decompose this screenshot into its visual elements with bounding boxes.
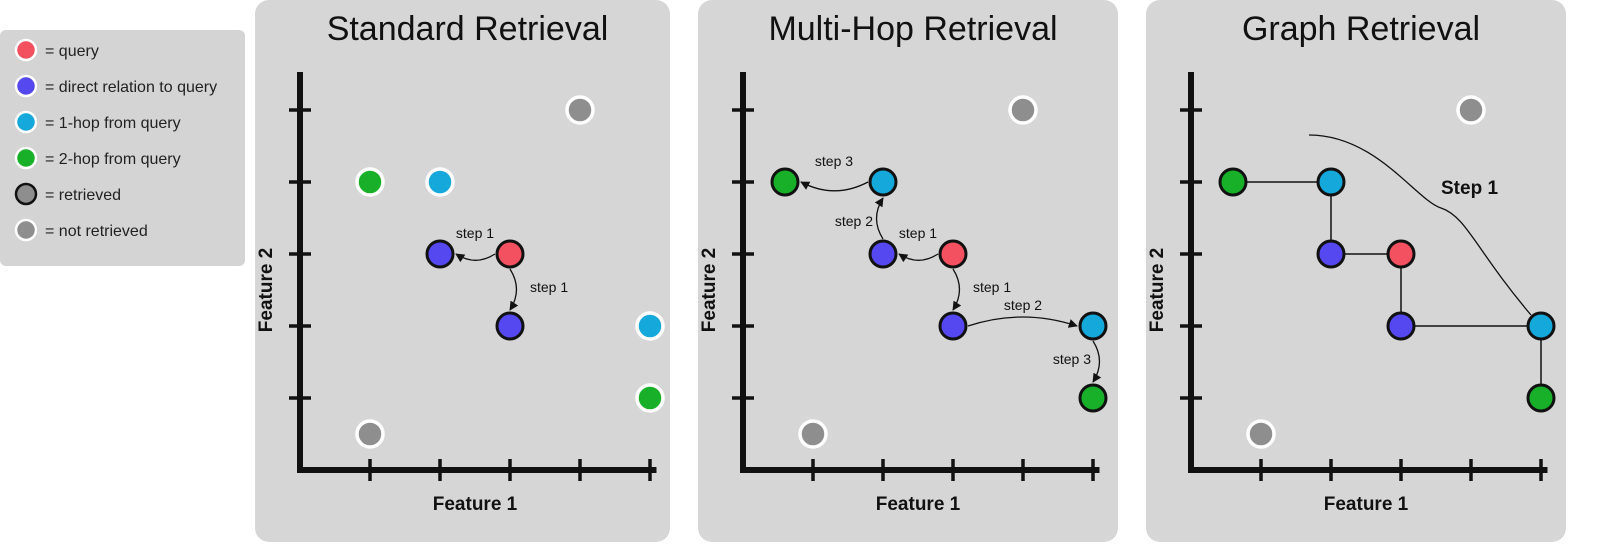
node-direct-3 [1316, 239, 1346, 269]
step-bracket [1308, 134, 1532, 316]
x-axis-label: Feature 1 [876, 494, 961, 515]
node-hop2-7 [1078, 383, 1108, 413]
step-label-3: step 2 [1004, 297, 1042, 313]
step-annotation: Step 1 [1441, 178, 1498, 199]
step-arrow-5 [1092, 340, 1102, 383]
node-hop1-1 [1316, 167, 1346, 197]
step-label-2: step 2 [835, 213, 873, 229]
legend-dot-4 [14, 182, 38, 206]
step-arrow-4 [800, 181, 869, 192]
legend-dot-3 [14, 146, 38, 170]
node-not-retrieved-8 [355, 419, 385, 449]
node-hop2-0 [1218, 167, 1248, 197]
node-hop2-7 [1526, 383, 1556, 413]
node-hop1-6 [635, 311, 665, 341]
step-arrow-2 [874, 197, 884, 240]
step-arrow-1 [952, 268, 962, 311]
node-not-retrieved-2 [1456, 95, 1486, 125]
legend-label-1: = direct relation to query [45, 79, 217, 96]
legend-label-0: = query [45, 43, 99, 60]
legend-dot-2 [14, 110, 38, 134]
node-direct-3 [868, 239, 898, 269]
step-arrow-0 [898, 253, 939, 263]
node-not-retrieved-2 [565, 95, 595, 125]
multi-hop-retrieval-plot: Multi-Hop Retrieval Feature 1 Feature 2 ste… [699, 10, 1108, 515]
y-axis-label: Feature 2 [1147, 248, 1168, 332]
node-hop2-7 [635, 383, 665, 413]
step-label-4: step 3 [815, 153, 853, 169]
node-direct-3 [425, 239, 455, 269]
standard-retrieval-plot: Standard Retrieval Feature 1 Feature 2 step… [256, 10, 665, 515]
legend-dot-5 [14, 218, 38, 242]
node-hop1-6 [1078, 311, 1108, 341]
legend-dot-1 [14, 74, 38, 98]
node-direct-5 [1386, 311, 1416, 341]
node-not-retrieved-8 [1246, 419, 1276, 449]
legend-label-3: = 2-hop from query [45, 151, 181, 168]
node-direct-5 [938, 311, 968, 341]
node-query-4 [495, 239, 525, 269]
step-label-1: step 1 [973, 279, 1011, 295]
panel-title: Standard Retrieval [327, 10, 609, 48]
panel-title: Multi-Hop Retrieval [768, 10, 1057, 48]
step-arrow-0 [455, 253, 496, 263]
step-label-1: step 1 [530, 279, 568, 295]
graph-retrieval-plot: Graph Retrieval Feature 1 Feature 2 Step 1 [1147, 10, 1556, 515]
panel-multi-hop-retrieval: Multi-Hop Retrieval Feature 1 Feature 2 ste… [698, 0, 1118, 542]
step-label-0: step 1 [456, 225, 494, 241]
legend-label-2: = 1-hop from query [45, 115, 181, 132]
node-hop2-0 [355, 167, 385, 197]
panel-standard-retrieval: Standard Retrieval Feature 1 Feature 2 step… [255, 0, 670, 542]
legend-label-4: = retrieved [45, 187, 121, 204]
step-label-0: step 1 [899, 225, 937, 241]
step-arrow-3 [967, 316, 1078, 328]
panel-title: Graph Retrieval [1242, 10, 1480, 48]
node-direct-5 [495, 311, 525, 341]
legend-label-5: = not retrieved [45, 223, 148, 240]
node-hop1-1 [425, 167, 455, 197]
node-hop2-0 [770, 167, 800, 197]
panel-graph-retrieval: Graph Retrieval Feature 1 Feature 2 Step 1 [1146, 0, 1566, 542]
node-query-4 [938, 239, 968, 269]
node-not-retrieved-8 [798, 419, 828, 449]
node-query-4 [1386, 239, 1416, 269]
x-axis-label: Feature 1 [433, 494, 518, 515]
step-label-5: step 3 [1053, 351, 1091, 367]
legend-svg: = query = direct relation to query = 1-hop… [14, 38, 217, 242]
step-arrow-1 [509, 268, 519, 311]
node-hop1-6 [1526, 311, 1556, 341]
x-axis-label: Feature 1 [1324, 494, 1409, 515]
y-axis-label: Feature 2 [699, 248, 720, 332]
node-not-retrieved-2 [1008, 95, 1038, 125]
node-hop1-1 [868, 167, 898, 197]
legend: = query = direct relation to query = 1-hop… [0, 30, 245, 266]
legend-dot-0 [14, 38, 38, 62]
y-axis-label: Feature 2 [256, 248, 277, 332]
